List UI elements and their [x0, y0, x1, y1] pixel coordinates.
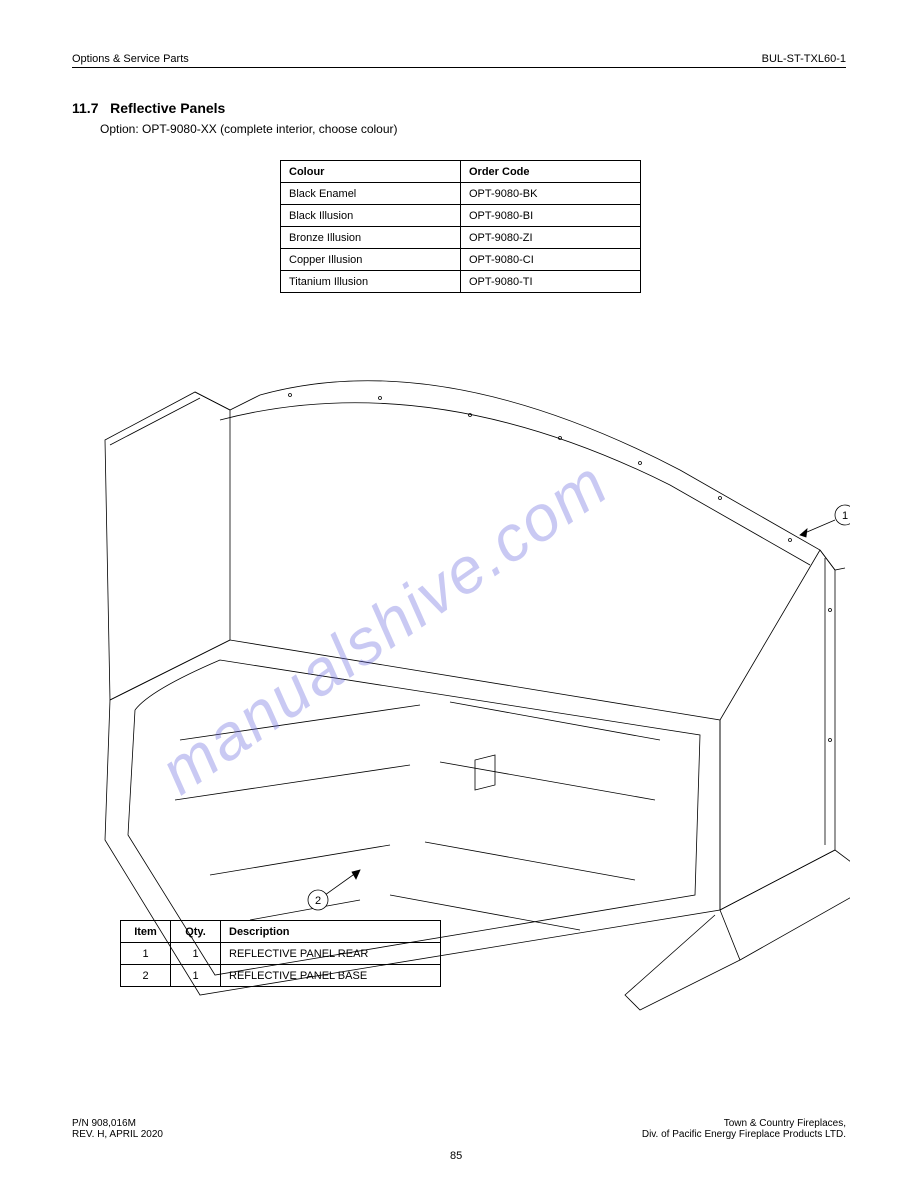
cell-desc: REFLECTIVE PANEL BASE: [221, 965, 441, 987]
cell-qty: 1: [171, 965, 221, 987]
cell-colour: Copper Illusion: [281, 249, 461, 271]
cell-code: OPT-9080-TI: [461, 271, 641, 293]
cell-desc: REFLECTIVE PANEL REAR: [221, 943, 441, 965]
col-colour: Colour: [281, 161, 461, 183]
section-number: 11.7: [72, 100, 98, 116]
table-row: Black Enamel OPT-9080-BK: [281, 183, 641, 205]
col-code: Order Code: [461, 161, 641, 183]
section-title: 11.7 Reflective Panels: [72, 100, 225, 116]
cell-qty: 1: [171, 943, 221, 965]
header-right: BUL-ST-TXL60-1: [762, 53, 846, 65]
col-qty: Qty.: [171, 921, 221, 943]
cell-colour: Titanium Illusion: [281, 271, 461, 293]
cell-colour: Bronze Illusion: [281, 227, 461, 249]
cell-colour: Black Illusion: [281, 205, 461, 227]
table-row: 1 1 REFLECTIVE PANEL REAR: [121, 943, 441, 965]
header-left: Options & Service Parts: [72, 53, 189, 65]
col-desc: Description: [221, 921, 441, 943]
subtitle-prefix: Option:: [100, 122, 139, 136]
subtitle-text: OPT-9080-XX (complete interior, choose c…: [142, 122, 397, 136]
table-row: Bronze Illusion OPT-9080-ZI: [281, 227, 641, 249]
table-row: Black Illusion OPT-9080-BI: [281, 205, 641, 227]
footer-right: Town & Country Fireplaces, Div. of Pacif…: [642, 1118, 846, 1140]
callout-2-label: 2: [315, 895, 321, 907]
section-name: Reflective Panels: [110, 100, 225, 116]
item-qty-table: Item Qty. Description 1 1 REFLECTIVE PAN…: [120, 920, 441, 987]
header-bar: Options & Service Parts BUL-ST-TXL60-1: [72, 48, 846, 68]
footer-division: Div. of Pacific Energy Fireplace Product…: [642, 1129, 846, 1140]
table-header-row: Colour Order Code: [281, 161, 641, 183]
table-row: Titanium Illusion OPT-9080-TI: [281, 271, 641, 293]
cell-colour: Black Enamel: [281, 183, 461, 205]
section-subtitle: Option: OPT-9080-XX (complete interior, …: [100, 122, 398, 136]
table-header-row: Item Qty. Description: [121, 921, 441, 943]
footer-left: P/N 908,016M REV. H, APRIL 2020: [72, 1118, 163, 1140]
cell-code: OPT-9080-CI: [461, 249, 641, 271]
cell-item: 2: [121, 965, 171, 987]
table-row: Copper Illusion OPT-9080-CI: [281, 249, 641, 271]
page-number: 85: [450, 1150, 462, 1162]
cell-code: OPT-9080-ZI: [461, 227, 641, 249]
cell-code: OPT-9080-BK: [461, 183, 641, 205]
footer-company: Town & Country Fireplaces,: [642, 1118, 846, 1129]
footer-rev: REV. H, APRIL 2020: [72, 1129, 163, 1140]
callout-1-label: 1: [842, 510, 848, 522]
footer-pn: P/N 908,016M: [72, 1118, 163, 1129]
col-item: Item: [121, 921, 171, 943]
cell-item: 1: [121, 943, 171, 965]
color-order-table: Colour Order Code Black Enamel OPT-9080-…: [280, 160, 641, 293]
table-row: 2 1 REFLECTIVE PANEL BASE: [121, 965, 441, 987]
cell-code: OPT-9080-BI: [461, 205, 641, 227]
